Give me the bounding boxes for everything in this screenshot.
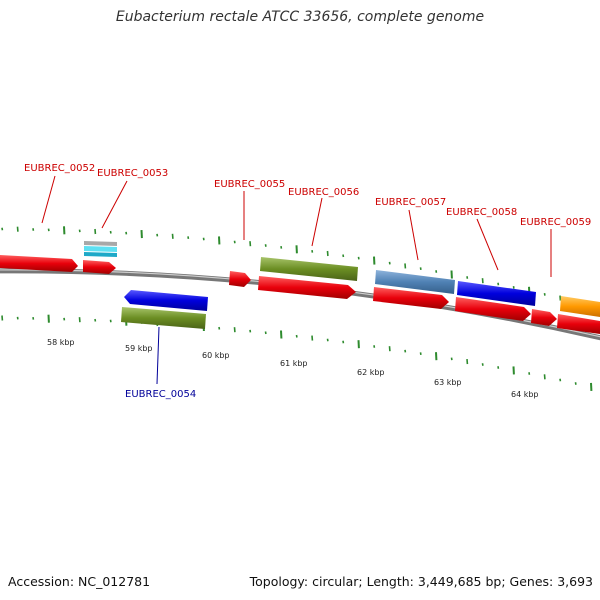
outer-tick-ring	[1, 226, 593, 308]
scale-label: 62 kbp	[357, 368, 385, 377]
gene-EUBREC_0056[interactable]	[260, 257, 358, 281]
cds-feature[interactable]	[0, 255, 78, 272]
gene-reverse-blue[interactable]	[124, 290, 208, 311]
cds-feature[interactable]	[83, 260, 116, 274]
cds-feature[interactable]	[373, 287, 449, 309]
gene-label-EUBREC_0052[interactable]: EUBREC_0052	[24, 163, 95, 174]
scale-label: 63 kbp	[434, 378, 462, 387]
inner-tick-ring	[1, 314, 593, 391]
scale-label: 60 kbp	[202, 351, 230, 360]
gene-label-EUBREC_0054[interactable]: EUBREC_0054	[125, 389, 196, 400]
gene-label-EUBREC_0059[interactable]: EUBREC_0059	[520, 217, 591, 228]
gene-label-EUBREC_0053[interactable]: EUBREC_0053	[97, 168, 168, 179]
topology-text: Topology: circular; Length: 3,449,685 bp…	[249, 574, 593, 589]
scale-label: 59 kbp	[125, 344, 153, 353]
gene-EUBREC_0053[interactable]	[84, 241, 117, 257]
gene-EUBREC_0059[interactable]	[560, 296, 600, 317]
scale-label: 61 kbp	[280, 359, 308, 368]
gene-EUBREC_0057[interactable]	[375, 270, 455, 294]
gene-label-EUBREC_0056[interactable]: EUBREC_0056	[288, 187, 359, 198]
gene-label-EUBREC_0057[interactable]: EUBREC_0057	[375, 197, 446, 208]
cds-feature[interactable]	[455, 297, 531, 321]
accession-text: Accession: NC_012781	[8, 574, 151, 589]
cds-feature[interactable]	[229, 271, 251, 287]
label-leader-lines	[41, 175, 552, 277]
scale-label: 64 kbp	[511, 390, 539, 399]
label-leader-EUBREC_0054	[156, 326, 160, 385]
cds-feature[interactable]	[531, 309, 557, 326]
gene-label-EUBREC_0055[interactable]: EUBREC_0055	[214, 179, 285, 190]
scale-label: 58 kbp	[47, 338, 75, 347]
map-title: Eubacterium rectale ATCC 33656, complete…	[115, 9, 485, 25]
gene-EUBREC_0058[interactable]	[457, 281, 536, 306]
cds-feature[interactable]	[557, 314, 600, 334]
gene-EUBREC_0054[interactable]	[121, 307, 206, 329]
cds-feature[interactable]	[258, 276, 356, 299]
gene-label-EUBREC_0058[interactable]: EUBREC_0058	[446, 207, 517, 218]
